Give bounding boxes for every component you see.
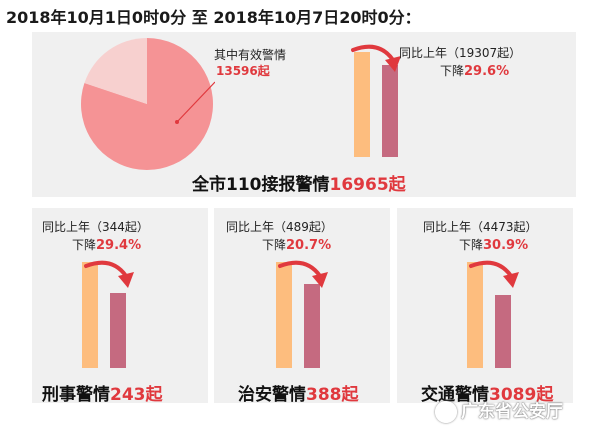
total-alarms-value: 16965起 [329,175,406,195]
decline-arrow-icon [278,260,328,288]
total-change-label: 下降 [440,64,465,78]
total-alarms-label: 全市110接报警情 [192,175,330,195]
total-alarms-panel: 其中有效警情 13596起 同比上年（19307起） 下降29.6% 全市110… [32,32,576,197]
security-change-label: 下降 [262,238,287,252]
security-change: 下降20.7% [262,236,331,253]
pie-leader-line [176,81,215,123]
traffic-alarms-label: 交通警情 [421,385,489,405]
bar-current-year-total [382,64,398,157]
decline-arrow-icon [84,260,134,288]
security-yoy-text: 同比上年（489起） [226,220,333,234]
total-change-value: 29.6% [464,64,510,79]
pie-leader-dot [175,120,179,124]
bar-current-year-security [304,283,320,368]
security-alarms-value: 388起 [306,385,359,405]
bar-previous-year-criminal [82,262,98,368]
traffic-change: 下降30.9% [459,236,528,253]
bar-previous-year-security [276,262,292,368]
total-change: 下降29.6% [440,62,509,79]
traffic-change-label: 下降 [459,238,484,252]
pie-slice-other [84,38,147,104]
watermark: 广东省公安厅 [435,397,595,425]
decline-arrow-icon [351,44,401,72]
effective-alarms-label: 其中有效警情 [214,48,287,62]
pie-slice-effective [80,38,213,170]
criminal-alarms-panel: 同比上年（344起） 下降29.4% 刑事警情243起 [32,208,208,405]
security-change-value: 20.7% [286,238,332,253]
police-badge-icon [435,401,457,423]
criminal-alarms-title: 刑事警情243起 [42,380,163,405]
traffic-alarms-panel: 同比上年（4473起） 下降30.9% 交通警情3089起 [397,208,573,405]
total-yoy-text: 同比上年（19307起） [399,46,522,60]
bar-previous-year-total [354,52,370,157]
page-title: 2018年10月1日0时0分 至 2018年10月7日20时0分： [6,8,421,27]
watermark-text: 广东省公安厅 [461,402,563,422]
traffic-alarms-title: 交通警情3089起 [421,380,553,405]
traffic-alarms-value: 3089起 [489,385,554,405]
criminal-alarms-value: 243起 [110,385,163,405]
criminal-change-label: 下降 [72,238,97,252]
security-alarms-title: 治安警情388起 [238,380,359,405]
effective-alarms-pie-chart [80,38,215,170]
traffic-yoy-text: 同比上年（4473起） [423,220,538,234]
criminal-change: 下降29.4% [72,236,141,253]
bar-previous-year-traffic [467,262,483,368]
effective-alarms-value: 13596起 [216,64,270,78]
total-alarms-title: 全市110接报警情16965起 [192,170,406,195]
bar-current-year-traffic [495,294,511,368]
security-alarms-label: 治安警情 [238,385,306,405]
decline-arrow-icon [469,260,519,288]
traffic-change-value: 30.9% [483,238,529,253]
bar-current-year-criminal [110,293,126,368]
criminal-yoy-text: 同比上年（344起） [42,220,149,234]
criminal-alarms-label: 刑事警情 [42,385,110,405]
public-security-alarms-panel: 同比上年（489起） 下降20.7% 治安警情388起 [214,208,390,405]
criminal-change-value: 29.4% [96,238,142,253]
